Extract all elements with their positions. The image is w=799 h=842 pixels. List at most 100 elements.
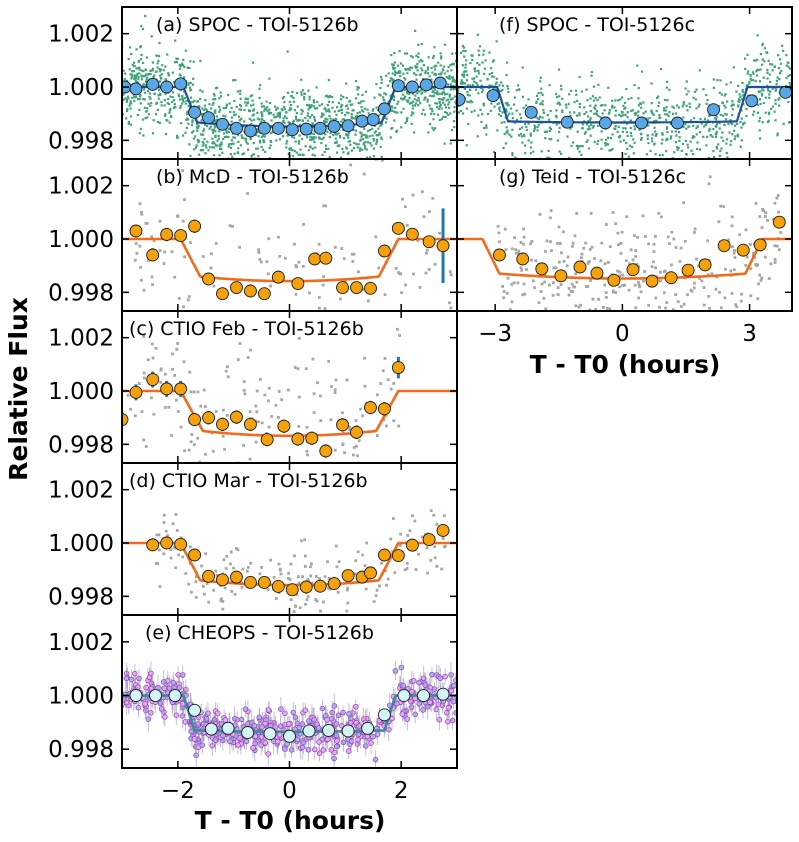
raw-point: [419, 315, 422, 318]
raw-point: [307, 465, 310, 468]
raw-point: [589, 110, 592, 113]
raw-point: [347, 136, 350, 139]
raw-point: [496, 224, 500, 228]
raw-point: [610, 106, 614, 109]
raw-point: [443, 142, 446, 145]
raw-point: [361, 148, 364, 151]
raw-point: [290, 709, 297, 716]
raw-point: [625, 122, 629, 125]
raw-point: [208, 146, 211, 149]
binned-point: [366, 113, 380, 126]
raw-point: [185, 99, 188, 103]
raw-point: [403, 205, 407, 209]
raw-point: [570, 282, 574, 286]
raw-point: [536, 125, 539, 129]
raw-point: [512, 329, 515, 332]
binned-point: [277, 419, 291, 433]
binned-point: [243, 576, 257, 589]
raw-point: [282, 345, 285, 348]
raw-point: [317, 160, 319, 162]
raw-point: [300, 91, 303, 94]
raw-point: [529, 134, 533, 137]
raw-point: [290, 107, 293, 111]
raw-point: [278, 254, 282, 258]
raw-point: [359, 139, 362, 142]
raw-point: [740, 98, 744, 101]
raw-point: [507, 87, 510, 90]
raw-point: [614, 99, 617, 102]
raw-point: [364, 140, 367, 144]
raw-point: [536, 129, 539, 132]
raw-point: [383, 356, 387, 360]
binned-point: [285, 583, 299, 597]
raw-point: [191, 100, 195, 104]
raw-point: [668, 242, 671, 245]
binned-point: [216, 117, 229, 131]
raw-point: [142, 438, 146, 442]
raw-point: [586, 128, 589, 131]
raw-point: [137, 75, 140, 78]
raw-point: [393, 571, 397, 575]
binned-point: [772, 215, 786, 229]
raw-point: [202, 130, 205, 133]
raw-point: [158, 67, 161, 71]
raw-point: [574, 272, 578, 276]
raw-point: [189, 96, 193, 99]
raw-point: [189, 154, 192, 157]
raw-point: [420, 42, 423, 46]
raw-point: [578, 150, 581, 153]
panel-f-binned-points: [457, 85, 792, 130]
raw-point: [451, 76, 455, 79]
raw-point: [379, 145, 382, 149]
raw-point: [691, 152, 695, 156]
raw-point: [233, 592, 237, 596]
raw-point: [132, 70, 136, 73]
raw-point: [278, 706, 284, 712]
raw-point: [334, 378, 338, 382]
binned-point: [129, 224, 143, 238]
raw-point: [761, 88, 764, 91]
raw-point: [447, 98, 450, 101]
raw-point: [529, 132, 532, 135]
raw-point: [685, 80, 688, 83]
raw-point: [372, 756, 379, 763]
raw-point: [305, 598, 309, 601]
raw-point: [773, 258, 777, 261]
raw-point: [441, 101, 445, 104]
raw-point: [354, 559, 358, 563]
raw-point: [343, 118, 346, 121]
raw-point: [340, 108, 343, 111]
raw-point: [396, 102, 399, 105]
raw-point: [182, 360, 186, 364]
raw-point: [187, 83, 190, 87]
binned-point: [216, 417, 229, 431]
raw-point: [192, 130, 195, 133]
raw-point: [372, 137, 375, 141]
raw-point: [342, 151, 345, 154]
raw-point: [342, 95, 345, 99]
raw-point: [771, 105, 774, 108]
raw-point: [305, 449, 309, 453]
raw-point: [335, 712, 342, 719]
raw-point: [505, 130, 508, 134]
raw-point: [677, 146, 680, 149]
raw-point: [292, 714, 299, 721]
raw-point: [144, 222, 148, 225]
raw-point: [179, 98, 182, 101]
raw-point: [346, 586, 350, 590]
y-tick-label: 1.002: [48, 326, 114, 352]
raw-point: [718, 91, 721, 94]
raw-point: [619, 134, 622, 138]
x-axis-title-left: T - T0 (hours): [195, 806, 386, 835]
raw-point: [325, 95, 328, 98]
raw-point: [733, 124, 737, 127]
binned-point: [129, 82, 143, 96]
panel-d-plot-area: [122, 509, 457, 615]
raw-point: [219, 599, 223, 603]
raw-point: [258, 118, 261, 121]
raw-point: [481, 90, 484, 94]
raw-point: [767, 59, 770, 62]
raw-point: [318, 394, 322, 398]
raw-point: [269, 132, 273, 135]
